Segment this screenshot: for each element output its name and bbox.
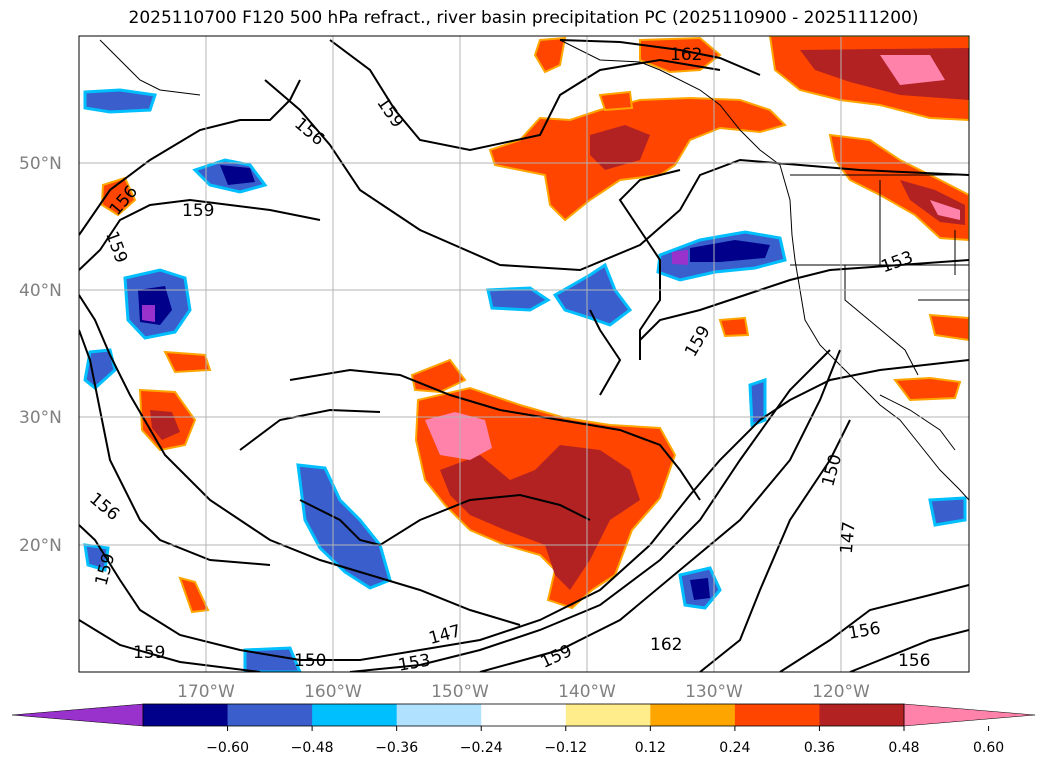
negative-anomaly-shading xyxy=(83,88,967,672)
colorbar-segment xyxy=(481,704,567,726)
colorbar-tick-label: 0.12 xyxy=(635,740,666,756)
refractivity-contours xyxy=(79,39,969,672)
contour-label: 156 xyxy=(898,651,930,671)
colorbar-segment xyxy=(565,704,651,726)
colorbar-segment xyxy=(734,704,820,726)
contour-label: 159 xyxy=(182,201,214,221)
colorbar-tick-label: −0.12 xyxy=(544,740,587,756)
contour-label: 150 xyxy=(294,651,326,671)
lon-label: 150°W xyxy=(431,682,489,702)
colorbar-tick-label: −0.60 xyxy=(206,740,249,756)
colorbar-segment xyxy=(312,704,398,726)
longitude-labels: 170°W 160°W 150°W 140°W 130°W 120°W xyxy=(177,682,870,702)
contour-label: 153 xyxy=(397,650,432,675)
graticule xyxy=(79,36,969,672)
colorbar-tick-label: 0.60 xyxy=(973,740,1004,756)
lat-label: 40°N xyxy=(19,281,62,301)
map-canvas: 162 159 156 156 159 159 153 159 150 156 … xyxy=(79,36,969,675)
colorbar-tick-label: −0.24 xyxy=(460,740,503,756)
lat-label: 30°N xyxy=(19,408,62,428)
colorbar-tick-label: −0.48 xyxy=(291,740,334,756)
colorbar-tick-label: 0.48 xyxy=(888,740,919,756)
colorbar-frame xyxy=(142,703,905,727)
lon-label: 170°W xyxy=(177,682,235,702)
lat-label: 20°N xyxy=(19,536,62,556)
colorbar-segment xyxy=(650,704,736,726)
lon-label: 160°W xyxy=(304,682,362,702)
colorbar-tick-label: −0.36 xyxy=(375,740,418,756)
contour-label: 162 xyxy=(670,45,702,65)
map-title: 2025110700 F120 500 hPa refract., river … xyxy=(128,8,919,28)
colorbar-segment xyxy=(819,704,905,726)
map-frame xyxy=(78,35,970,673)
colorbar-left-extension xyxy=(11,703,144,727)
colorbar: −0.60 −0.48 −0.36 −0.24 −0.12 0.12 0.24 0.36 0.4… xyxy=(11,703,1036,756)
colorbar-segment xyxy=(227,704,313,726)
colorbar-tick-label: 0.24 xyxy=(719,740,750,756)
contour-labels: 162 159 156 156 159 159 153 159 150 156 … xyxy=(85,45,930,675)
latitude-labels: 50°N 40°N 30°N 20°N xyxy=(19,154,62,556)
colorbar-segment xyxy=(143,704,229,726)
contour-label: 162 xyxy=(650,635,682,655)
coastlines xyxy=(99,39,969,501)
lon-label: 120°W xyxy=(812,682,870,702)
contour-label: 159 xyxy=(133,643,165,663)
contour-label: 147 xyxy=(837,521,860,555)
lon-label: 140°W xyxy=(558,682,616,702)
colorbar-segment xyxy=(396,704,482,726)
colorbar-tick-label: 0.36 xyxy=(804,740,835,756)
lat-label: 50°N xyxy=(19,154,62,174)
colorbar-right-extension xyxy=(903,703,1036,727)
lon-label: 130°W xyxy=(685,682,743,702)
